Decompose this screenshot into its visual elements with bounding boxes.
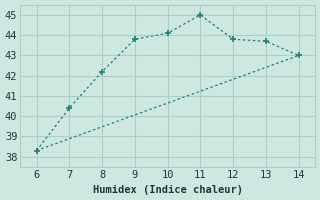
X-axis label: Humidex (Indice chaleur): Humidex (Indice chaleur) — [92, 185, 243, 195]
